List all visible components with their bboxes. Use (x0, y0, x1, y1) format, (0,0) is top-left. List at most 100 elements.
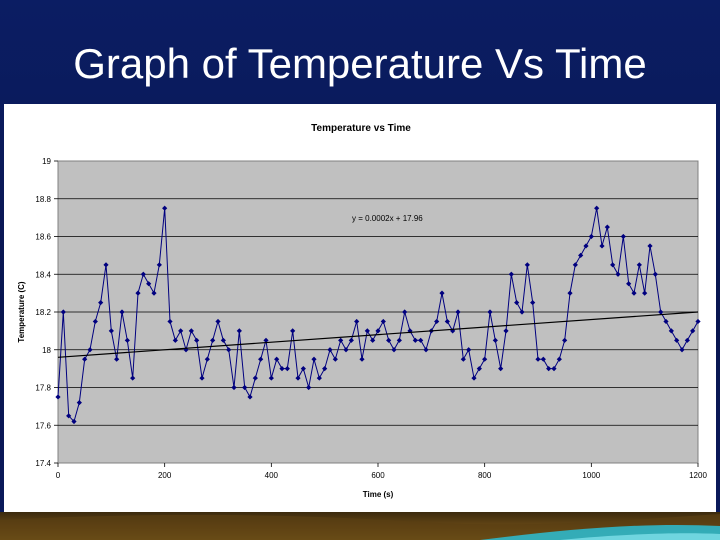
chart-panel: Temperature vs Time 17.4 17.6 17.8 18 18.2 18… (4, 104, 716, 512)
data-point (466, 347, 472, 353)
data-point (119, 309, 125, 315)
data-point (391, 347, 397, 353)
data-point (231, 384, 237, 391)
data-point (492, 337, 498, 343)
data-point (620, 233, 626, 240)
data-point (679, 347, 685, 353)
data-point (647, 243, 653, 249)
data-point (674, 337, 680, 343)
x-axis-ticks: 0 200 400 600 800 1000 1200 (56, 463, 707, 480)
data-point (60, 309, 66, 315)
data-point (572, 262, 578, 268)
data-point (556, 356, 562, 362)
data-point (220, 337, 226, 343)
data-point (103, 262, 109, 268)
data-point (514, 299, 520, 306)
data-point (316, 375, 322, 381)
data-point (375, 328, 381, 334)
y-axis-title: Temperature (C) (17, 281, 26, 343)
data-point (599, 243, 605, 249)
data-point (274, 356, 280, 362)
x-tick-label: 0 (56, 471, 61, 480)
y-tick-label: 18.6 (35, 233, 51, 242)
data-point (71, 418, 77, 425)
x-tick-label: 800 (478, 471, 492, 480)
data-point (455, 309, 461, 315)
data-point (130, 375, 136, 381)
data-point (546, 366, 552, 372)
data-point (684, 337, 690, 343)
data-point (98, 299, 104, 306)
y-tick-label: 18.2 (35, 308, 51, 317)
data-point (482, 356, 488, 362)
data-point (412, 337, 418, 343)
data-point (604, 224, 610, 230)
data-point (194, 337, 200, 343)
data-point (300, 366, 306, 372)
data-point (439, 290, 445, 296)
data-point (348, 337, 354, 343)
data-point (434, 318, 440, 325)
data-point (178, 328, 184, 334)
x-axis-title: Time (s) (363, 490, 394, 499)
data-point (322, 366, 328, 372)
data-point (668, 328, 674, 334)
data-point (562, 337, 568, 343)
data-point (204, 356, 210, 362)
data-point (652, 271, 658, 277)
data-point (508, 271, 514, 277)
data-point (124, 337, 130, 343)
data-point (354, 318, 360, 325)
data-point (311, 356, 317, 362)
data-point (370, 337, 376, 343)
y-tick-label: 18.4 (35, 270, 51, 279)
data-point (402, 309, 408, 315)
data-point (108, 328, 114, 334)
data-point (284, 366, 290, 372)
data-point (364, 328, 370, 334)
data-point (530, 299, 536, 306)
data-point (268, 375, 274, 381)
y-tick-label: 19 (42, 157, 51, 166)
data-point (695, 318, 701, 325)
data-point (471, 375, 477, 381)
data-point (615, 271, 621, 277)
y-tick-label: 17.4 (35, 459, 51, 468)
data-point (663, 318, 669, 325)
x-tick-label: 1000 (582, 471, 600, 480)
y-tick-label: 18.8 (35, 195, 51, 204)
data-point (199, 375, 205, 381)
data-point (487, 309, 493, 315)
data-point (215, 318, 221, 325)
data-point (135, 290, 141, 296)
data-point (444, 318, 450, 325)
chart-title: Temperature vs Time (311, 123, 411, 134)
data-point (290, 328, 296, 334)
data-point (578, 252, 584, 258)
data-point (476, 366, 482, 372)
data-point (636, 262, 642, 268)
data-point (146, 281, 152, 287)
data-point (156, 262, 162, 268)
data-point (172, 337, 178, 343)
data-point (423, 347, 429, 353)
x-tick-label: 1200 (689, 471, 707, 480)
trendline-group (57, 311, 699, 358)
data-point (583, 243, 589, 249)
footer-wave-decoration (0, 514, 720, 540)
y-tick-label: 17.6 (35, 421, 51, 430)
data-point (247, 394, 253, 400)
data-point (519, 309, 525, 315)
data-point (295, 375, 301, 381)
y-tick-label: 18 (42, 346, 51, 355)
data-point (236, 328, 242, 334)
data-point (658, 309, 664, 315)
data-point (588, 233, 594, 240)
data-point (610, 262, 616, 268)
trendline (57, 311, 699, 358)
data-point (631, 290, 637, 296)
data-point (279, 366, 285, 372)
data-point (524, 262, 530, 268)
y-tick-label: 17.8 (35, 384, 51, 393)
data-point (626, 281, 632, 287)
